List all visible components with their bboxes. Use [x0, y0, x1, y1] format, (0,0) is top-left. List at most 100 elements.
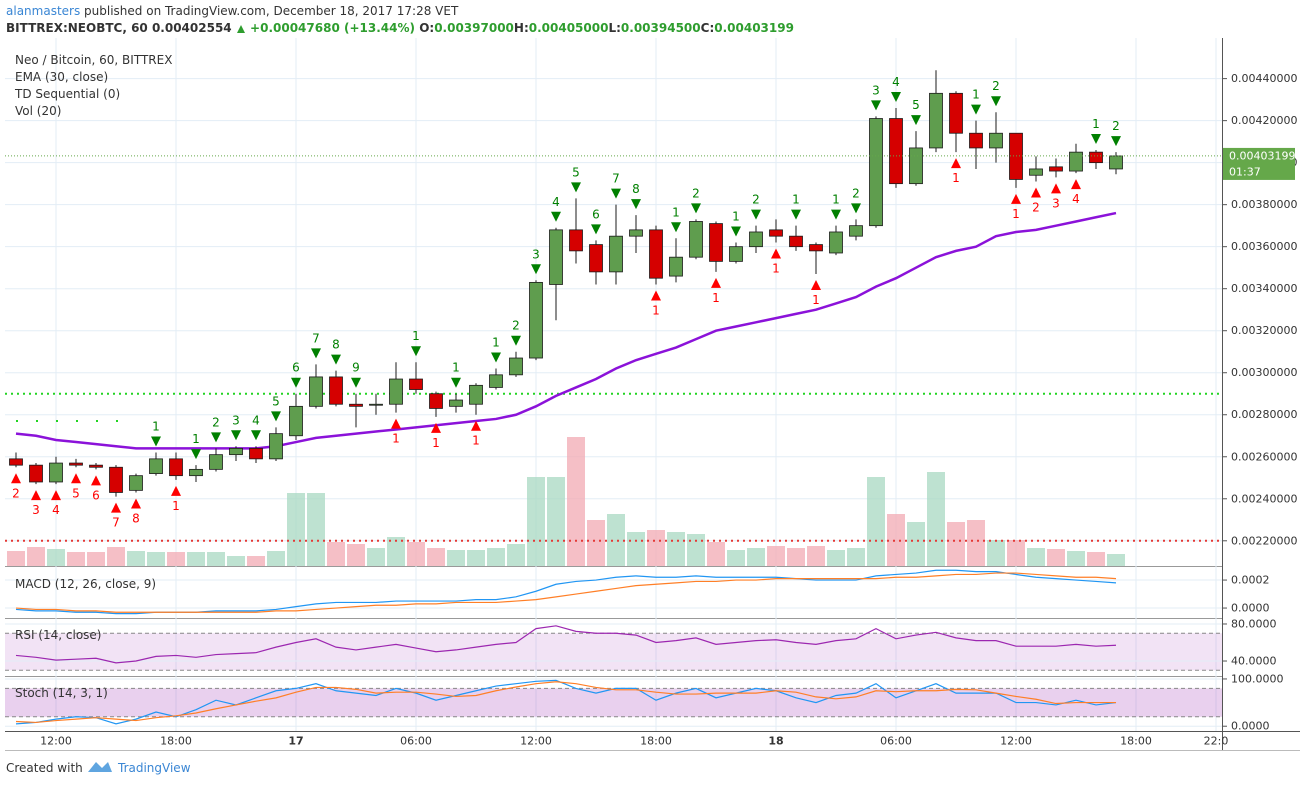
- ohlc-value: 0.00403199: [714, 21, 794, 35]
- td-arrow-down: [611, 188, 621, 199]
- indicator-line: [15, 681, 1116, 724]
- candle-body: [169, 458, 183, 477]
- candle-body: [289, 405, 303, 437]
- td-count: 1: [1092, 117, 1100, 131]
- volume-bar: [1007, 540, 1025, 566]
- td-arrow-down: [491, 352, 501, 363]
- volume-bar: [587, 520, 605, 566]
- td-count: 4: [1072, 192, 1080, 206]
- td-legend: TD Sequential (0): [14, 87, 120, 101]
- x-tick-label: 12:00: [40, 735, 72, 748]
- candle-body: [1049, 166, 1063, 172]
- volume-bar: [467, 550, 485, 566]
- published: published on TradingView.com, December 1…: [84, 4, 459, 18]
- td-arrow-down: [511, 335, 521, 346]
- logo[interactable]: [88, 762, 112, 772]
- td-count: 2: [1112, 119, 1120, 133]
- candle-body: [269, 433, 283, 460]
- indicator-line: [15, 679, 1117, 725]
- td-arrow-up: [11, 473, 21, 484]
- td-arrow-down: [891, 92, 901, 103]
- td-arrow-down: [311, 348, 321, 359]
- volume-legend: Vol (20): [15, 104, 61, 118]
- td-arrow-up: [951, 158, 961, 169]
- volume-bar: [127, 551, 145, 566]
- volume-bar: [107, 547, 125, 566]
- y-tick-label: 0.00220000: [1231, 534, 1297, 547]
- candle-body: [1089, 151, 1103, 164]
- candle-body: [649, 229, 663, 279]
- panel-title: RSI (14, close): [15, 628, 101, 642]
- td-count: 8: [332, 338, 340, 352]
- publish-line: alanmasters published on TradingView.com…: [6, 4, 458, 18]
- td-count: 6: [92, 488, 100, 502]
- candle-body: [969, 132, 983, 149]
- volume-bar: [307, 493, 325, 566]
- volume-bar: [247, 556, 265, 566]
- volume-bar: [507, 544, 525, 566]
- ohlc-label: H:: [513, 21, 529, 35]
- td-arrow-down: [591, 224, 601, 235]
- candle-body: [849, 225, 863, 237]
- volume-bar: [287, 493, 305, 566]
- td-count: 3: [232, 413, 240, 427]
- symbol-line: BITTREX:NEOBTC, 60 0.00402554 +0.0004768…: [6, 21, 794, 35]
- td-count: 7: [312, 331, 320, 345]
- volume-bar: [387, 537, 405, 566]
- td-arrow-down: [551, 211, 561, 222]
- ohlc-value: 0.00397000: [434, 21, 514, 35]
- volume-bar: [1047, 549, 1065, 566]
- candle-body: [529, 281, 543, 359]
- td-count: 1: [492, 336, 500, 350]
- candle-body: [49, 462, 63, 483]
- td-arrow-down: [851, 203, 861, 214]
- td-count: 8: [632, 182, 640, 196]
- td-count: 5: [72, 486, 80, 500]
- volume-bar: [487, 548, 505, 566]
- candle-body: [729, 246, 743, 262]
- td-arrow-down: [271, 411, 281, 422]
- candle-body: [229, 447, 243, 456]
- volume-bar: [847, 548, 865, 566]
- td-arrow-down: [411, 346, 421, 357]
- author[interactable]: alanmasters: [6, 4, 81, 18]
- td-count: 2: [852, 186, 860, 200]
- candle-body: [929, 92, 943, 149]
- td-count: 1: [412, 329, 420, 343]
- footer-brand[interactable]: TradingView: [117, 761, 191, 775]
- volume-bar: [167, 552, 185, 566]
- td-arrow-down: [911, 115, 921, 126]
- candle-body: [749, 231, 763, 248]
- panel-title: Stoch (14, 3, 1): [15, 686, 108, 700]
- volume-bar: [547, 477, 565, 566]
- y-tick-label: 0.00320000: [1231, 324, 1297, 337]
- td-count: 1: [392, 432, 400, 446]
- ema-legend: EMA (30, close): [15, 70, 108, 84]
- y-tick-label: 0.00240000: [1231, 492, 1297, 505]
- ohlc-label: L:: [608, 21, 621, 35]
- candle-body: [629, 229, 643, 237]
- td-arrow-down: [351, 377, 361, 388]
- td-arrow-up: [31, 490, 41, 501]
- td-arrow-up: [131, 498, 141, 509]
- candle-body: [409, 378, 423, 390]
- td-arrow-down: [331, 354, 341, 365]
- indicator-line: [15, 625, 1117, 664]
- td-arrow-down: [691, 203, 701, 214]
- volume-bar: [7, 551, 25, 566]
- x-tick-label: 12:00: [1000, 735, 1032, 748]
- td-count: 1: [952, 171, 960, 185]
- td-arrow-up: [1031, 187, 1041, 198]
- td-count: 4: [552, 195, 560, 209]
- y-tick-label: 0.00340000: [1231, 282, 1297, 295]
- td-arrow-down: [871, 100, 881, 111]
- candle-body: [829, 231, 843, 254]
- td-count: 6: [292, 361, 300, 375]
- td-arrow-down: [151, 436, 161, 447]
- up-arrow: [236, 24, 245, 33]
- td-count: 7: [612, 172, 620, 186]
- x-tick-label: 06:00: [400, 735, 432, 748]
- td-arrow-down: [251, 430, 261, 441]
- volume-bar: [367, 548, 385, 566]
- y-tick-label: 0.0002: [1231, 574, 1270, 587]
